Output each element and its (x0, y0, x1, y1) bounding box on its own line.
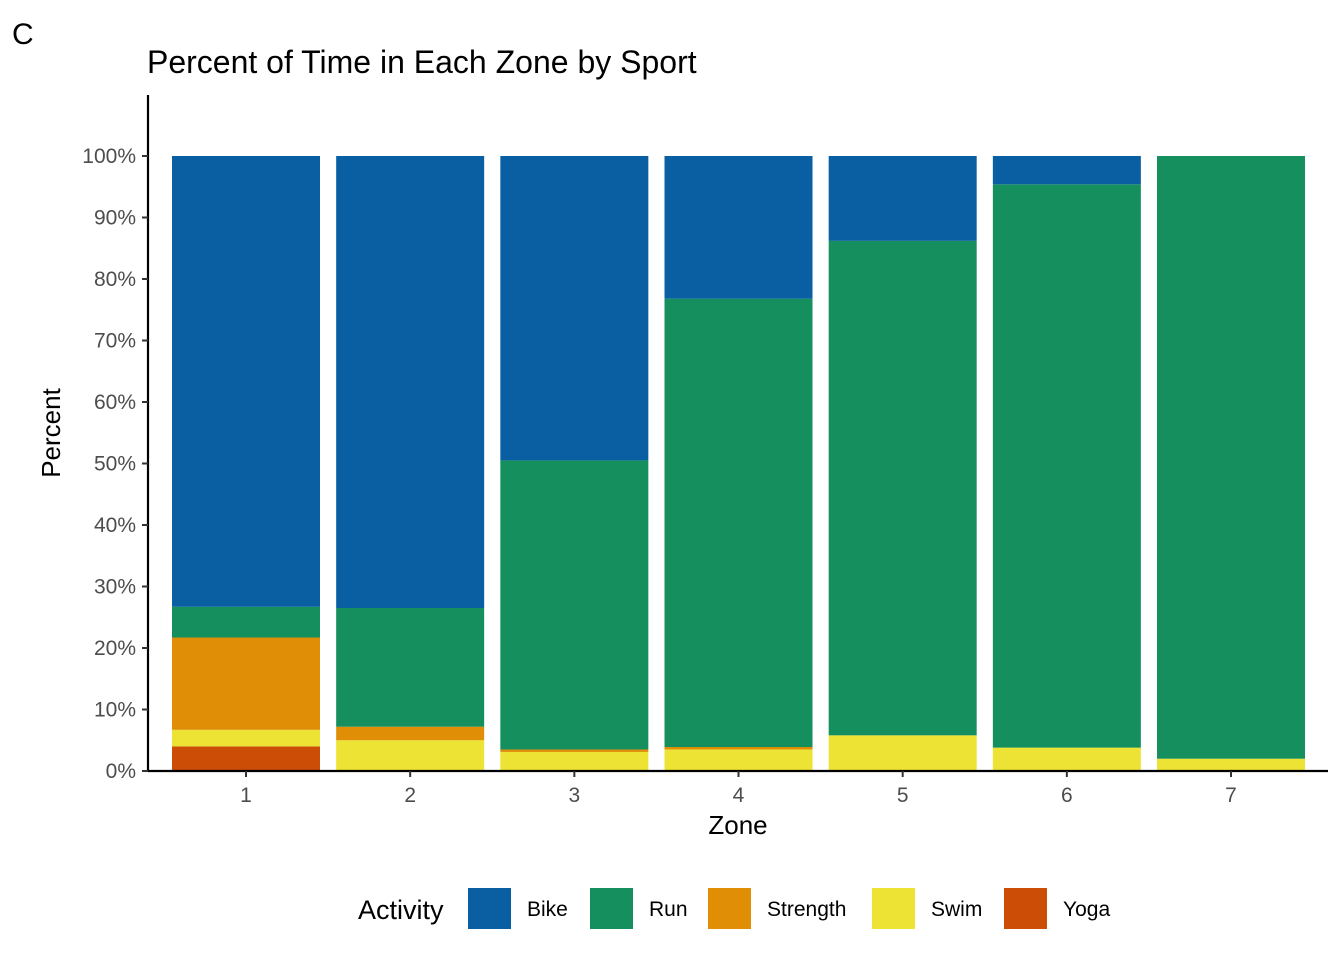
bar-segment-swim-zone-7 (1157, 758, 1306, 771)
y-axis-title: Percent (36, 387, 66, 477)
bar-segment-bike-zone-3 (500, 156, 649, 461)
panel-label: C (12, 18, 34, 51)
bar-segment-swim-zone-1 (172, 729, 320, 747)
legend-label-yoga: Yoga (1063, 898, 1110, 921)
y-axis: 0% 10% 20% 30% 40% 50% 60% 70% 80% 90% 100% (82, 95, 150, 783)
legend-label-bike: Bike (527, 898, 568, 921)
bar-segment-strength-zone-4 (664, 747, 813, 750)
bars-group (172, 156, 1306, 771)
bar-segment-run-zone-1 (172, 606, 320, 638)
y-tick-label: 100% (82, 145, 136, 168)
y-tick-label: 80% (94, 268, 136, 291)
legend-label-strength: Strength (767, 898, 846, 921)
y-tick-label: 30% (94, 576, 136, 599)
legend-label-swim: Swim (931, 898, 982, 921)
y-tick-label: 60% (94, 391, 136, 414)
y-tick-label: 70% (94, 330, 136, 353)
legend-key-swim (872, 888, 915, 929)
x-tick-label: 7 (1225, 784, 1237, 807)
x-tick-label: 6 (1061, 784, 1073, 807)
bar-segment-run-zone-2 (336, 608, 485, 727)
bar-segment-strength-zone-3 (500, 749, 649, 752)
bar-segment-bike-zone-4 (664, 156, 813, 299)
bar-segment-swim-zone-2 (336, 740, 485, 771)
legend-key-yoga (1004, 888, 1047, 929)
legend-label-run: Run (649, 898, 688, 921)
bar-segment-bike-zone-6 (992, 156, 1141, 185)
bar-segment-strength-zone-1 (172, 637, 320, 730)
y-tick-label: 10% (94, 699, 136, 722)
bar-segment-run-zone-4 (664, 298, 813, 748)
x-tick-label: 1 (240, 784, 252, 807)
bar-segment-run-zone-6 (992, 184, 1141, 748)
y-tick-label: 20% (94, 637, 136, 660)
legend-title: Activity (358, 895, 444, 925)
bar-segment-swim-zone-4 (664, 749, 813, 771)
legend-key-run (590, 888, 633, 929)
bar-segment-swim-zone-3 (500, 751, 649, 771)
bar-segment-strength-zone-2 (336, 726, 485, 741)
legend: Activity Bike Run Strength Swim Yoga (358, 888, 1110, 929)
bar-segment-swim-zone-6 (992, 747, 1141, 771)
legend-key-bike (468, 888, 511, 929)
y-tick-label: 50% (94, 453, 136, 476)
legend-key-strength (708, 888, 751, 929)
x-axis-title: Zone (708, 810, 767, 840)
x-tick-label: 4 (733, 784, 745, 807)
chart-title: Percent of Time in Each Zone by Sport (147, 44, 697, 80)
bar-segment-yoga-zone-1 (172, 746, 320, 771)
x-tick-label: 2 (404, 784, 416, 807)
bar-segment-bike-zone-2 (336, 156, 485, 609)
y-tick-label: 40% (94, 514, 136, 537)
bar-segment-bike-zone-1 (172, 156, 320, 607)
bar-segment-run-zone-5 (828, 240, 977, 736)
bar-segment-run-zone-7 (1157, 156, 1306, 759)
x-tick-label: 5 (897, 784, 909, 807)
bar-segment-bike-zone-5 (828, 156, 977, 241)
x-axis: 1 2 3 4 5 6 7 (148, 769, 1328, 807)
bar-segment-run-zone-3 (500, 460, 649, 750)
y-tick-label: 0% (106, 760, 136, 783)
x-tick-label: 3 (568, 784, 580, 807)
y-tick-label: 90% (94, 207, 136, 230)
bar-segment-swim-zone-5 (828, 735, 977, 771)
